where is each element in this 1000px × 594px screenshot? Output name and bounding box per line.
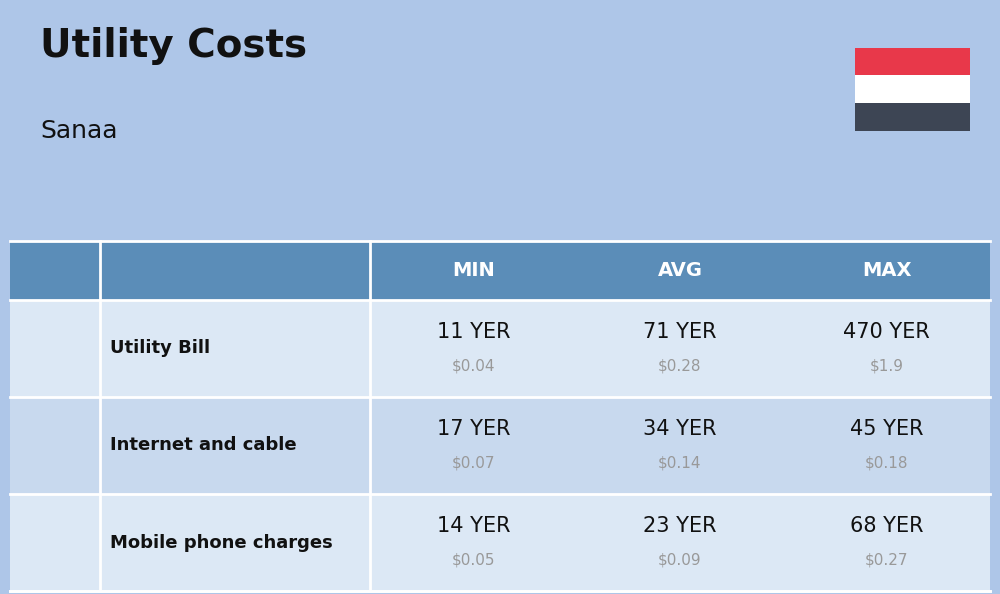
Text: $0.18: $0.18 [865,456,908,471]
FancyBboxPatch shape [855,103,970,131]
Text: $1.9: $1.9 [870,359,904,374]
Text: MAX: MAX [862,261,911,280]
Text: MIN: MIN [452,261,495,280]
Text: 23 YER: 23 YER [643,516,717,536]
Text: $0.28: $0.28 [658,359,702,374]
FancyBboxPatch shape [10,494,990,591]
FancyBboxPatch shape [10,300,990,397]
Text: $0.04: $0.04 [452,359,495,374]
Text: 14 YER: 14 YER [437,516,510,536]
Text: 34 YER: 34 YER [643,419,717,440]
Text: 17 YER: 17 YER [437,419,510,440]
Text: 71 YER: 71 YER [643,323,717,343]
FancyBboxPatch shape [10,397,990,494]
Text: 45 YER: 45 YER [850,419,923,440]
Text: $0.09: $0.09 [658,553,702,568]
Text: Sanaa: Sanaa [40,119,118,143]
Text: 470 YER: 470 YER [843,323,930,343]
Text: Utility Costs: Utility Costs [40,27,307,65]
Text: $0.14: $0.14 [658,456,702,471]
Text: Internet and cable: Internet and cable [110,437,297,454]
FancyBboxPatch shape [10,241,990,300]
Text: AVG: AVG [657,261,702,280]
Text: $0.27: $0.27 [865,553,908,568]
FancyBboxPatch shape [855,75,970,103]
Text: 68 YER: 68 YER [850,516,923,536]
FancyBboxPatch shape [855,48,970,75]
Text: $0.07: $0.07 [452,456,495,471]
Text: $0.05: $0.05 [452,553,495,568]
Text: Utility Bill: Utility Bill [110,340,210,358]
Text: 11 YER: 11 YER [437,323,510,343]
Text: Mobile phone charges: Mobile phone charges [110,533,333,551]
